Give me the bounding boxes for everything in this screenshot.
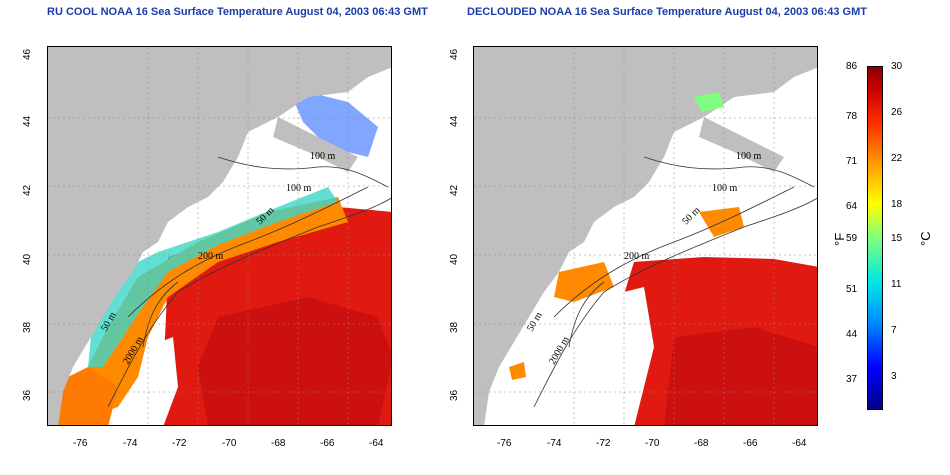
colorbar-f-tick: 86 [846, 61, 858, 72]
y-tick: 40 [449, 253, 460, 265]
colorbar-f-tick: 44 [846, 329, 858, 340]
mid-temp-band [554, 262, 614, 302]
colorbar-c-tick: 11 [891, 279, 902, 290]
x-tick: -68 [271, 438, 286, 449]
land-mass [474, 47, 817, 425]
colorbar-c-tick: 22 [891, 153, 903, 164]
colorbar-f-tick: 71 [846, 156, 858, 167]
nova-scotia [699, 117, 784, 172]
contour-label: 100 m [286, 183, 312, 194]
y-tick: 42 [449, 184, 460, 196]
y-tick: 36 [449, 389, 460, 401]
colorbar-c-tick: 7 [891, 325, 897, 336]
cool-patch [694, 92, 724, 112]
land-mass [48, 47, 391, 425]
colorbar-c-tick: 18 [891, 199, 903, 210]
nova-scotia [273, 117, 358, 172]
white-cloud-gap [594, 287, 654, 425]
x-tick: -74 [547, 438, 562, 449]
x-tick: -64 [792, 438, 807, 449]
contour-2000m [107, 197, 391, 408]
grid [48, 47, 391, 425]
x-tick: -70 [645, 438, 660, 449]
y-tick: 42 [22, 184, 33, 196]
x-tick: -76 [497, 438, 512, 449]
x-tick: -70 [222, 438, 237, 449]
unit-fahrenheit: °F [832, 232, 847, 246]
y-tick: 44 [449, 115, 460, 127]
y-tick: 36 [22, 389, 33, 401]
colorbar-c-tick: 26 [891, 107, 903, 118]
left-sst-map: 100 m 100 m 50 m 200 m 50 m 2000 m [47, 46, 392, 426]
colorbar-c-tick: 15 [891, 233, 903, 244]
hot-core-region [198, 297, 391, 425]
contour-2000m [533, 197, 817, 408]
temperature-colorbar [867, 66, 883, 410]
x-tick: -74 [123, 438, 138, 449]
contour-label: 200 m [198, 251, 224, 262]
x-tick: -72 [172, 438, 187, 449]
colorbar-f-tick: 64 [846, 201, 858, 212]
x-tick: -64 [369, 438, 384, 449]
contour-label: 200 m [624, 251, 650, 262]
mid-temp-patch-small [509, 362, 526, 380]
cold-patches [288, 87, 378, 157]
y-tick: 46 [449, 48, 460, 60]
x-tick: -76 [73, 438, 88, 449]
hot-core-region [664, 327, 817, 425]
y-tick: 38 [22, 321, 33, 333]
colorbar-f-tick: 78 [846, 111, 858, 122]
contour-100m [217, 156, 389, 188]
x-tick: -66 [320, 438, 335, 449]
y-tick: 38 [449, 321, 460, 333]
y-tick: 40 [22, 253, 33, 265]
contour-label: 100 m [712, 183, 738, 194]
x-tick: -68 [694, 438, 709, 449]
colorbar-c-tick: 30 [891, 61, 903, 72]
unit-celsius: °C [918, 231, 933, 246]
colorbar-f-tick: 51 [846, 284, 858, 295]
x-tick: -66 [743, 438, 758, 449]
contour-label: 100 m [310, 151, 336, 162]
cool-band [88, 187, 338, 367]
right-sst-map: 100 m 100 m 50 m 200 m 50 m 2000 m [473, 46, 818, 426]
colorbar-f-tick: 59 [846, 233, 858, 244]
contour-label: 100 m [736, 151, 762, 162]
y-tick: 46 [22, 48, 33, 60]
right-map-title: DECLOUDED NOAA 16 Sea Surface Temperatur… [467, 6, 867, 18]
contour-50m [568, 281, 605, 348]
contour-50m [142, 281, 179, 348]
contour-100m [643, 156, 815, 188]
y-tick: 44 [22, 115, 33, 127]
x-tick: -72 [596, 438, 611, 449]
left-map-title: RU COOL NOAA 16 Sea Surface Temperature … [47, 6, 428, 18]
grid [474, 47, 817, 425]
colorbar-c-tick: 3 [891, 371, 897, 382]
colorbar-f-tick: 37 [846, 374, 858, 385]
